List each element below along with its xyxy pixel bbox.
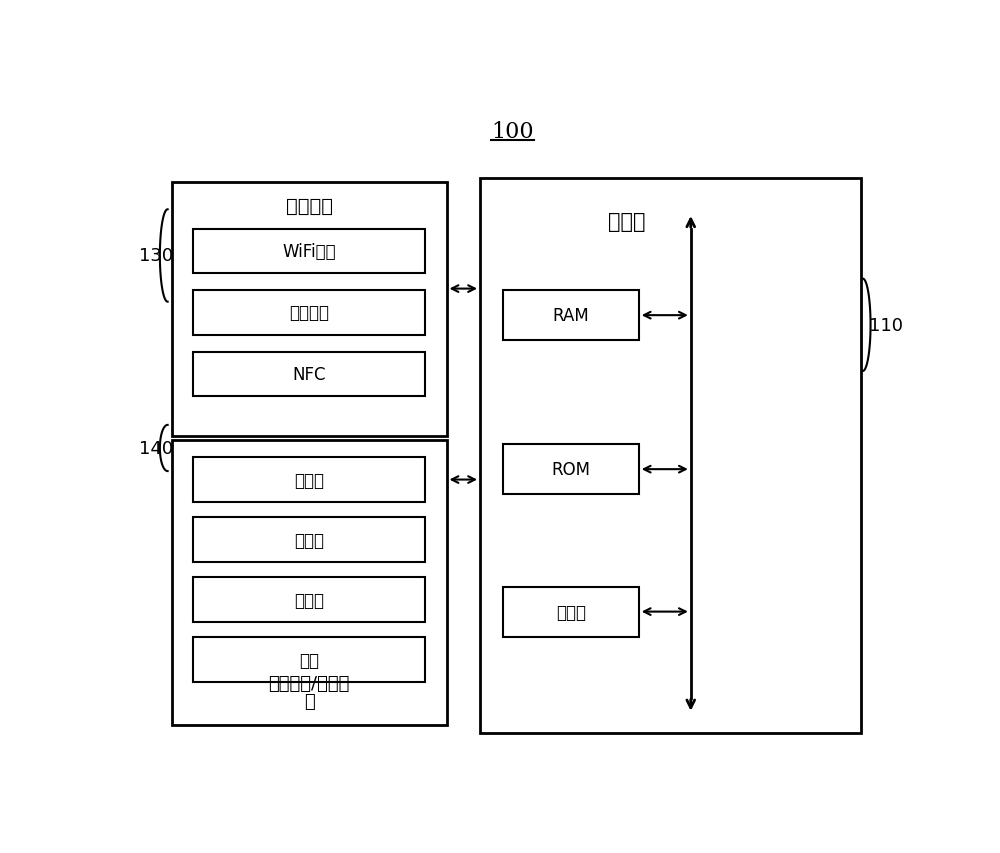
Text: 按键: 按键 <box>299 651 319 669</box>
Text: 触摸板: 触摸板 <box>294 531 324 549</box>
Text: 100: 100 <box>491 120 534 142</box>
Text: 控制器: 控制器 <box>608 212 646 231</box>
Text: 传感器: 传感器 <box>294 591 324 609</box>
Text: RAM: RAM <box>553 307 589 325</box>
Bar <box>193 577 425 623</box>
Bar <box>172 183 447 437</box>
Text: 口: 口 <box>304 692 314 710</box>
Bar <box>193 352 425 397</box>
Text: 处理器: 处理器 <box>556 603 586 621</box>
Text: 110: 110 <box>869 316 903 334</box>
Bar <box>193 638 425 682</box>
Bar <box>193 229 425 274</box>
Bar <box>172 441 447 725</box>
Text: 蓝牙模块: 蓝牙模块 <box>289 305 329 322</box>
Text: 麦克风: 麦克风 <box>294 471 324 489</box>
Bar <box>503 444 639 495</box>
Bar <box>193 291 425 335</box>
Bar <box>193 458 425 502</box>
Bar <box>193 518 425 562</box>
Text: NFC: NFC <box>292 366 326 384</box>
Text: 用户输入/输出接: 用户输入/输出接 <box>268 674 350 692</box>
Text: WiFi芯片: WiFi芯片 <box>282 242 336 260</box>
Text: ROM: ROM <box>552 461 591 479</box>
Bar <box>503 587 639 637</box>
Bar <box>503 291 639 341</box>
Text: 130: 130 <box>139 247 173 265</box>
Bar <box>480 179 861 733</box>
Text: 140: 140 <box>139 439 173 457</box>
Text: 通信接口: 通信接口 <box>286 197 333 216</box>
